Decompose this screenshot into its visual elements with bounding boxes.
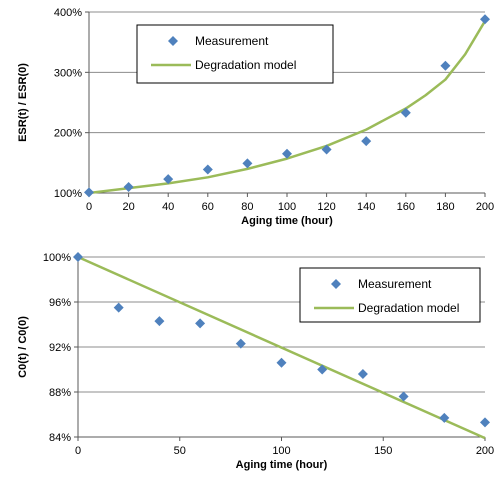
y-tick-label: 400% <box>54 7 82 19</box>
measurement-point <box>235 338 246 349</box>
x-tick-label: 0 <box>86 201 92 213</box>
measurement-point <box>400 107 411 118</box>
y-tick-label: 200% <box>54 128 82 140</box>
legend-box <box>299 267 481 323</box>
measurement-point <box>154 316 165 327</box>
measurement-point <box>73 252 83 262</box>
x-tick-label: 60 <box>202 201 214 213</box>
y-tick-label: 96% <box>49 297 71 309</box>
x-tick-label: 180 <box>436 201 454 213</box>
legend-box <box>136 24 334 84</box>
model-line <box>77 255 486 440</box>
legend-label: Measurement <box>358 277 432 291</box>
x-tick-label: 20 <box>122 201 134 213</box>
measurement-point <box>317 364 328 375</box>
measurement-point <box>480 14 490 25</box>
y-tick-label: 100% <box>43 252 71 264</box>
y-tick-label: 88% <box>49 387 71 399</box>
legend-measurement-marker <box>168 36 178 46</box>
x-tick-label: 80 <box>241 201 253 213</box>
measurement-point <box>202 164 213 175</box>
y-axis-title: ESR(t) / ESR(0) <box>17 63 29 142</box>
measurement-point <box>439 412 450 423</box>
x-tick-label: 200 <box>476 445 494 457</box>
y-tick-label: 100% <box>54 188 82 200</box>
x-tick-label: 160 <box>397 201 415 213</box>
measurement-point <box>282 148 292 159</box>
measurement-point <box>276 357 287 368</box>
x-tick-label: 100 <box>272 445 290 457</box>
x-tick-label: 200 <box>476 201 494 213</box>
measurement-point <box>163 174 174 185</box>
capacitance-chart: 84% 88% 92% 96% 100% 0 50 100 150 200 Aging time (… <box>17 252 494 471</box>
x-tick-label: 50 <box>174 445 186 457</box>
legend-measurement-marker <box>331 279 341 289</box>
x-tick-label: 0 <box>75 445 81 457</box>
legend-label: Degradation model <box>358 301 459 315</box>
x-tick-label: 100 <box>278 201 296 213</box>
x-axis-title: Aging time (hour) <box>241 215 333 227</box>
x-tick-label: 150 <box>374 445 392 457</box>
measurement-point <box>357 369 368 379</box>
measurement-point <box>242 158 253 169</box>
x-tick-label: 140 <box>357 201 375 213</box>
esr-chart: 100% 200% 300% 400% 0 20 40 60 80 100 120 140 160 180… <box>17 7 494 227</box>
measurement-point <box>321 144 332 155</box>
y-tick-label: 84% <box>49 432 71 444</box>
x-tick-label: 120 <box>317 201 335 213</box>
y-axis-title: C0(t) / C0(0) <box>17 316 29 378</box>
measurement-point <box>440 60 451 71</box>
measurement-point <box>84 187 94 198</box>
y-tick-label: 300% <box>54 67 82 79</box>
measurement-point <box>480 417 490 428</box>
measurement-point <box>113 302 124 313</box>
measurement-point <box>361 136 372 147</box>
measurement-point <box>195 318 206 329</box>
measurement-point <box>123 181 134 192</box>
x-axis-title: Aging time (hour) <box>236 459 328 471</box>
measurement-point <box>398 391 409 402</box>
y-tick-label: 92% <box>49 342 71 354</box>
legend-label: Measurement <box>195 34 269 48</box>
x-tick-label: 40 <box>162 201 174 213</box>
legend-label: Degradation model <box>195 58 296 72</box>
